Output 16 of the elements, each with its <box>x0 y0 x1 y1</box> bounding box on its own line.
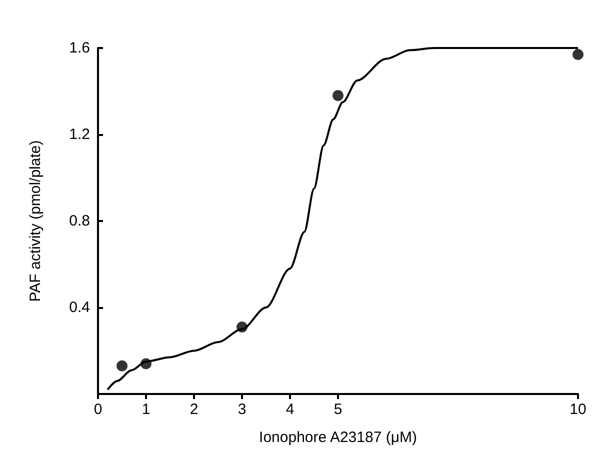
x-tick-label: 3 <box>238 401 246 418</box>
y-tick-label: 0.4 <box>69 299 90 316</box>
point <box>116 360 128 372</box>
y-tick-label: 1.6 <box>69 40 90 56</box>
y-tick-label: 1.2 <box>69 126 90 143</box>
x-tick-label: 5 <box>334 401 342 418</box>
x-tick-label: 10 <box>570 401 586 418</box>
x-tick-label: 2 <box>190 401 198 418</box>
x-axis-title: Ionophore A23187 (μM) <box>259 429 417 446</box>
x-tick-label: 4 <box>286 401 294 418</box>
x-tick-label: 0 <box>94 401 102 418</box>
point <box>332 90 344 102</box>
y-axis-title: PAF activity (pmol/plate) <box>27 140 44 302</box>
x-tick-label: 1 <box>142 401 150 418</box>
point <box>572 48 584 60</box>
y-tick-label: 0.8 <box>69 212 90 230</box>
